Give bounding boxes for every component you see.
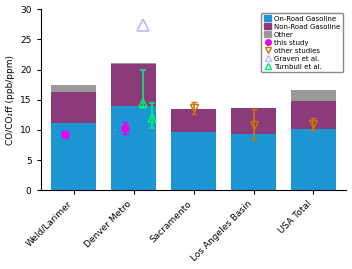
Bar: [291, 90, 336, 101]
Bar: [111, 63, 156, 64]
Bar: [51, 93, 96, 123]
Bar: [291, 101, 336, 129]
Y-axis label: CO/CO₂ff (ppb/ppm): CO/CO₂ff (ppb/ppm): [6, 55, 14, 145]
Bar: [171, 132, 216, 190]
Bar: [231, 134, 276, 190]
Bar: [51, 123, 96, 190]
Bar: [231, 108, 276, 134]
Legend: On-Road Gasoline, Non-Road Gasoline, Other, this study, other studies, Graven et: On-Road Gasoline, Non-Road Gasoline, Oth…: [262, 13, 343, 72]
Bar: [291, 129, 336, 190]
Bar: [51, 85, 96, 93]
Bar: [111, 106, 156, 190]
Bar: [111, 64, 156, 106]
Bar: [171, 109, 216, 132]
